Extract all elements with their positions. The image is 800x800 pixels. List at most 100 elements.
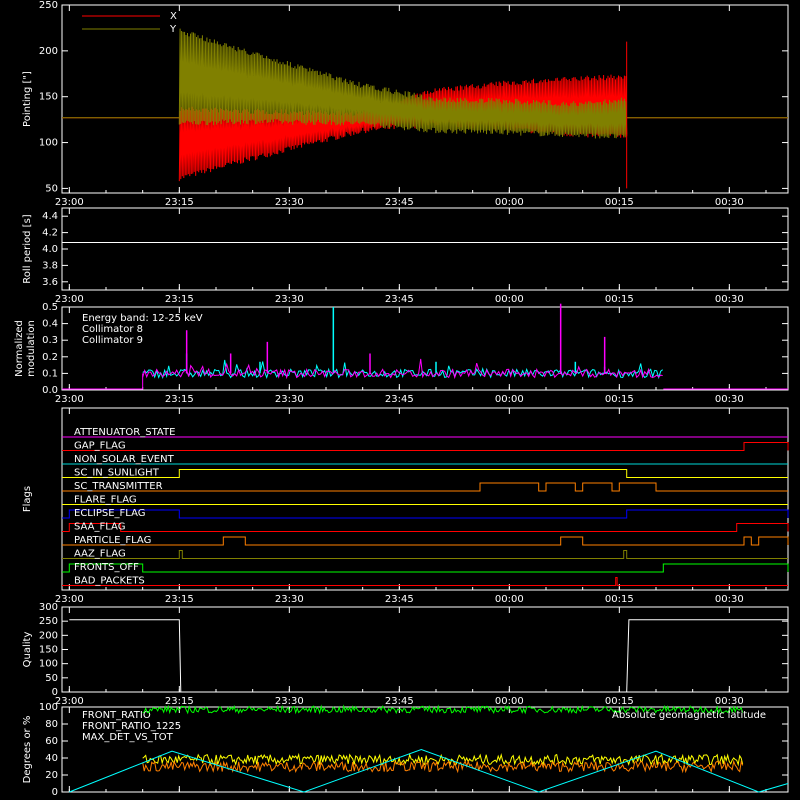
y-tick-label: 0.5 xyxy=(42,302,58,313)
panel-frame-1 xyxy=(61,207,789,291)
x-tick-label: 00:00 xyxy=(495,594,524,605)
y-axis-label-line-2: modulation xyxy=(26,320,37,377)
legend-label: FRONT_RATIO xyxy=(82,710,151,721)
flag-label: SC_TRANSMITTER xyxy=(74,481,163,492)
x-tick-label: 23:15 xyxy=(165,197,194,208)
x-tick-label: 23:45 xyxy=(385,696,414,707)
x-tick-label: 23:45 xyxy=(385,294,414,305)
geomagnetic-latitude-line xyxy=(69,748,789,793)
energy-band-annotation: Energy band: 12-25 keV xyxy=(82,313,203,324)
flag-line xyxy=(62,523,789,532)
y-tick-label: 50 xyxy=(45,673,58,684)
legend-label: Absolute geomagnetic latitude xyxy=(612,710,766,721)
legend-label: MAX_DET_VS_TOT xyxy=(82,732,174,743)
x-tick-label: 00:30 xyxy=(715,696,744,707)
panel-frame-2 xyxy=(61,306,789,391)
flag-line xyxy=(62,536,789,546)
x-tick-label: 23:00 xyxy=(55,394,84,405)
y-tick-label: 100 xyxy=(39,659,58,670)
flag-line xyxy=(62,550,788,559)
y-axis-label-line-1: Normalized xyxy=(14,320,25,377)
y-tick-label: 100 xyxy=(39,702,58,713)
y-axis-label: Pointing ["] xyxy=(22,71,33,127)
x-tick-label: 00:30 xyxy=(715,594,744,605)
x-tick-label: 00:15 xyxy=(605,197,634,208)
x-tick-label: 23:15 xyxy=(165,394,194,405)
flag-label: NON_SOLAR_EVENT xyxy=(74,454,175,465)
panel-frame-0 xyxy=(61,4,789,194)
y-tick-label: 20 xyxy=(45,770,58,781)
x-tick-label: 23:30 xyxy=(275,197,304,208)
x-tick-label: 00:00 xyxy=(495,197,524,208)
y-tick-label: 0.3 xyxy=(42,335,58,346)
flag-label: ECLIPSE_FLAG xyxy=(74,508,145,519)
y-tick-label: 40 xyxy=(45,753,58,764)
y-tick-label: 3.8 xyxy=(42,260,58,271)
modulation-series-1 xyxy=(142,358,663,380)
flag-label: PARTICLE_FLAG xyxy=(74,535,151,546)
x-tick-label: 00:30 xyxy=(715,294,744,305)
x-tick-label: 23:30 xyxy=(275,294,304,305)
y-tick-label: 4.0 xyxy=(42,244,58,255)
flag-line xyxy=(62,563,789,573)
flag-label: AAZ_FLAG xyxy=(74,549,126,560)
y-tick-label: 300 xyxy=(39,602,58,613)
y-tick-label: 100 xyxy=(39,138,58,149)
y-tick-label: 4.4 xyxy=(42,211,58,222)
flag-label: FLARE_FLAG xyxy=(74,495,137,506)
y-tick-label: 60 xyxy=(45,736,58,747)
flag-label: GAP_FLAG xyxy=(74,441,126,452)
legend-label: Collimator 9 xyxy=(82,335,143,346)
y-tick-label: 200 xyxy=(39,46,58,57)
y-tick-label: 150 xyxy=(39,92,58,103)
flag-label: SAA_FLAG xyxy=(74,522,125,533)
ratio-series-1 xyxy=(142,704,744,715)
x-tick-label: 23:00 xyxy=(55,594,84,605)
y-tick-label: 0.0 xyxy=(42,385,58,396)
x-tick-label: 23:15 xyxy=(165,294,194,305)
y-axis-label: Degrees or % xyxy=(22,716,33,784)
y-tick-label: 3.6 xyxy=(42,277,58,288)
x-tick-label: 00:30 xyxy=(715,394,744,405)
panel-frame-5 xyxy=(61,706,789,793)
flag-label: ATTENUATOR_STATE xyxy=(74,427,175,438)
x-tick-label: 23:00 xyxy=(55,696,84,707)
x-tick-label: 00:00 xyxy=(495,394,524,405)
flag-line xyxy=(62,482,788,492)
x-tick-label: 23:30 xyxy=(275,394,304,405)
legend-label: Collimator 8 xyxy=(82,324,143,335)
y-axis-label: Flags xyxy=(22,486,33,512)
x-tick-label: 23:15 xyxy=(165,594,194,605)
flag-line xyxy=(62,442,789,451)
flag-line xyxy=(62,469,788,478)
x-tick-label: 00:00 xyxy=(495,294,524,305)
x-tick-label: 23:45 xyxy=(385,197,414,208)
x-tick-label: 23:45 xyxy=(385,394,414,405)
x-tick-label: 23:00 xyxy=(55,197,84,208)
x-tick-label: 23:30 xyxy=(275,696,304,707)
x-tick-label: 00:30 xyxy=(715,197,744,208)
y-tick-label: 0 xyxy=(52,687,58,698)
y-tick-label: 250 xyxy=(39,616,58,627)
panel-frame-3 xyxy=(61,407,789,591)
x-tick-label: 23:30 xyxy=(275,594,304,605)
legend-label: Y xyxy=(169,24,177,35)
quality-line xyxy=(69,619,788,693)
series-oscillation-y xyxy=(178,28,628,139)
x-tick-label: 00:15 xyxy=(605,294,634,305)
y-tick-label: 0.4 xyxy=(42,319,58,330)
x-tick-label: 23:00 xyxy=(55,294,84,305)
x-tick-label: 00:15 xyxy=(605,394,634,405)
x-tick-label: 23:15 xyxy=(165,696,194,707)
y-tick-label: 150 xyxy=(39,645,58,656)
y-tick-label: 80 xyxy=(45,719,58,730)
legend-label: FRONT_RATIO_1225 xyxy=(82,721,181,732)
flag-line xyxy=(62,509,789,519)
y-tick-label: 4.2 xyxy=(42,228,58,239)
y-tick-label: 0.2 xyxy=(42,352,58,363)
y-tick-label: 250 xyxy=(39,0,58,11)
y-tick-label: 50 xyxy=(45,183,58,194)
flag-label: SC_IN_SUNLIGHT xyxy=(74,468,160,479)
y-tick-label: 200 xyxy=(39,630,58,641)
